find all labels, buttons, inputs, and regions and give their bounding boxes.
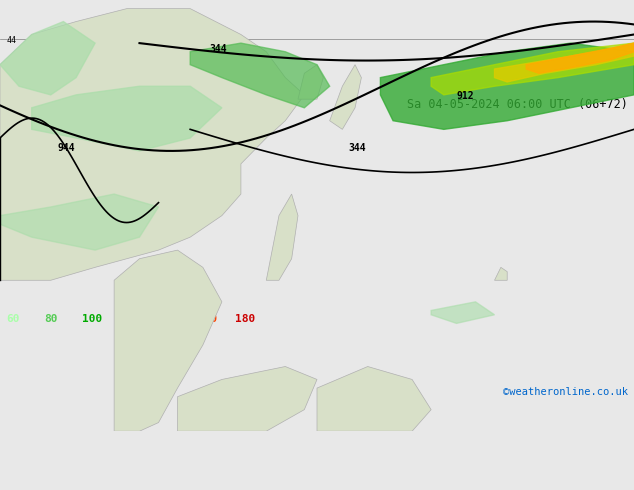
Polygon shape (330, 65, 361, 129)
Polygon shape (380, 43, 634, 129)
Text: 100: 100 (82, 314, 103, 323)
Polygon shape (495, 268, 507, 280)
Text: 912: 912 (456, 91, 474, 101)
Polygon shape (114, 250, 222, 431)
Polygon shape (0, 22, 95, 95)
Text: 80: 80 (44, 314, 58, 323)
Polygon shape (431, 43, 634, 95)
Text: Jet stream/Height 300 hPa [kts] ECMWF: Jet stream/Height 300 hPa [kts] ECMWF (6, 98, 270, 111)
Text: Sa 04-05-2024 06:00 UTC (06+72): Sa 04-05-2024 06:00 UTC (06+72) (407, 98, 628, 111)
Polygon shape (178, 367, 317, 431)
Text: ©weatheronline.co.uk: ©weatheronline.co.uk (503, 387, 628, 397)
Polygon shape (0, 9, 304, 280)
Polygon shape (190, 43, 330, 108)
Text: 120: 120 (120, 314, 141, 323)
Text: 344: 344 (209, 44, 227, 54)
Text: 140: 140 (158, 314, 179, 323)
Text: 944: 944 (57, 143, 75, 153)
Polygon shape (317, 367, 431, 431)
Text: 344: 344 (349, 143, 366, 153)
Polygon shape (32, 86, 222, 151)
Polygon shape (495, 43, 634, 82)
Polygon shape (266, 194, 298, 280)
Text: 160: 160 (197, 314, 217, 323)
Polygon shape (526, 43, 634, 74)
Polygon shape (0, 194, 158, 250)
Polygon shape (431, 302, 495, 323)
Text: 60: 60 (6, 314, 20, 323)
Polygon shape (298, 65, 323, 99)
Text: 180: 180 (235, 314, 255, 323)
Text: 44: 44 (6, 36, 16, 45)
